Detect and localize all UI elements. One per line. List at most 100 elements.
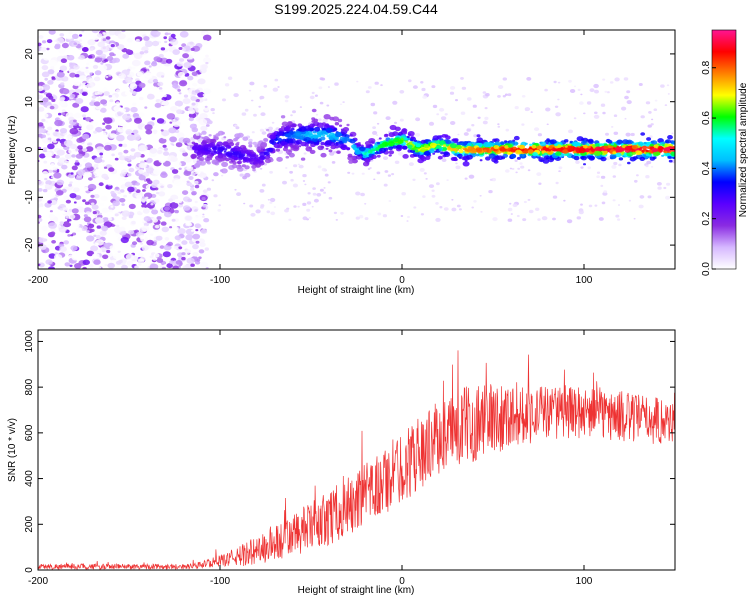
heatmap-cell-1840: [319, 77, 324, 81]
heatmap-cell-1185: [61, 76, 69, 82]
heatmap-cell-208: [62, 221, 72, 228]
heatmap-cell-1561: [568, 129, 573, 134]
heatmap-cell-3457: [475, 153, 480, 157]
heatmap-cell-389: [106, 252, 114, 258]
heatmap-cell-3292: [243, 157, 248, 160]
heatmap-cell-3196: [377, 141, 380, 145]
heatmap-cell-993: [70, 234, 74, 237]
heatmap-cell-3199: [284, 144, 288, 148]
heatmap-cell-2816: [499, 141, 505, 145]
heatmap-cell-1559: [555, 112, 561, 117]
heatmap-cell-3077: [255, 163, 261, 168]
heatmap-cell-1373: [114, 190, 118, 193]
heatmap-cell-1226: [73, 42, 78, 45]
heatmap-cell-1306: [124, 91, 131, 96]
heatmap-cell-3458: [325, 140, 332, 146]
heatmap-cell-1743: [505, 169, 510, 173]
heatmap-cell-684: [105, 36, 111, 40]
heatmap-cell-1169: [84, 162, 93, 168]
heatmap-cell-1164: [55, 155, 60, 159]
heatmap-cell-915: [69, 72, 76, 78]
heatmap-cell-3239: [288, 152, 295, 158]
heatmap-cell-1291: [144, 72, 152, 78]
heatmap-cell-1569: [273, 206, 276, 208]
heatmap-cell-3379: [641, 150, 645, 153]
heatmap-cell-865: [202, 88, 212, 95]
heatmap-cell-1597: [260, 112, 266, 117]
heatmap-cell-1867: [255, 209, 261, 214]
heatmap-cell-412: [113, 253, 122, 260]
heatmap-cell-841: [151, 40, 160, 47]
heatmap-cell-3448: [624, 146, 631, 151]
heatmap-cell-711: [51, 98, 56, 102]
heatmap-cell-1670: [544, 88, 548, 92]
heatmap-cell-1256: [182, 190, 189, 196]
heatmap-cell-1718: [202, 205, 207, 208]
heatmap-cell-1231: [195, 170, 201, 175]
heatmap-cell-1183: [72, 102, 80, 108]
heatmap-cell-1150: [85, 116, 92, 122]
heatmap-cell-1827: [507, 218, 513, 222]
heatmap-cell-989: [77, 145, 83, 150]
heatmap-cell-1407: [618, 204, 620, 206]
heatmap-cell-956: [46, 39, 53, 44]
heatmap-cell-49: [58, 112, 62, 116]
heatmap-cell-2286: [206, 161, 211, 165]
heatmap-cell-438: [61, 112, 66, 116]
heatmap-cell-3156: [235, 136, 239, 140]
heatmap-cell-1732: [194, 180, 199, 185]
heatmap-cell-1772: [285, 167, 288, 169]
heatmap-cell-1073: [41, 134, 46, 138]
heatmap-cell-1741: [647, 195, 652, 199]
heatmap-cell-1565: [282, 180, 287, 185]
heatmap-cell-2583: [320, 141, 325, 146]
heatmap-cell-1542: [267, 199, 270, 201]
heatmap-cell-1325: [173, 161, 182, 168]
heatmap-cell-3469: [507, 144, 513, 148]
heatmap-cell-3027: [461, 141, 468, 146]
heatmap-cell-3309: [645, 153, 650, 157]
spectrogram-x-ticks: -200 -100 0 100: [28, 30, 593, 286]
y-tick-label: -20: [24, 237, 35, 252]
heatmap-cell-1246: [81, 114, 87, 118]
heatmap-cell-725: [136, 194, 143, 200]
heatmap-cell-1261: [196, 258, 201, 262]
heatmap-cell-1058: [74, 195, 82, 200]
heatmap-cell-3235: [263, 148, 267, 152]
heatmap-cell-3129: [653, 144, 659, 149]
heatmap-cell-3377: [359, 146, 366, 152]
heatmap-cell-3195: [515, 142, 519, 145]
heatmap-cell-618: [170, 156, 178, 162]
heatmap-cell-1456: [456, 204, 461, 208]
heatmap-cell-3071: [335, 143, 340, 146]
heatmap-cell-3289: [617, 148, 623, 153]
heatmap-cell-1552: [428, 184, 435, 189]
heatmap-cell-3277: [317, 134, 322, 138]
heatmap-cell-1765: [266, 210, 271, 214]
heatmap-cell-3310: [445, 139, 452, 145]
heatmap-cell-2152: [242, 136, 249, 141]
heatmap-cell-1875: [605, 156, 611, 161]
heatmap-cell-920: [192, 82, 198, 87]
heatmap-cell-2324: [440, 151, 444, 155]
heatmap-cell-3407: [531, 144, 537, 149]
heatmap-cell-1437: [657, 186, 662, 190]
heatmap-cell-1072: [130, 153, 135, 156]
heatmap-cell-1615: [497, 85, 504, 89]
heatmap-cell-3184: [615, 152, 622, 158]
heatmap-cell-1149: [44, 77, 48, 81]
heatmap-cell-1610: [666, 84, 670, 87]
heatmap-cell-1850: [210, 108, 215, 112]
heatmap-cell-2915: [384, 133, 388, 137]
heatmap-cell-1421: [534, 127, 540, 132]
heatmap-cell-1620: [471, 206, 475, 209]
heatmap-cell-3483: [306, 131, 310, 135]
heatmap-cell-1728: [568, 79, 572, 83]
heatmap-cell-889: [142, 208, 150, 214]
heatmap-cell-1342: [59, 97, 65, 102]
heatmap-cell-1737: [458, 208, 462, 211]
heatmap-cell-118: [160, 240, 165, 244]
heatmap-cell-3141: [388, 141, 395, 147]
heatmap-cell-3435: [671, 140, 675, 145]
colorbar-tick-label: 0.8: [701, 60, 712, 74]
